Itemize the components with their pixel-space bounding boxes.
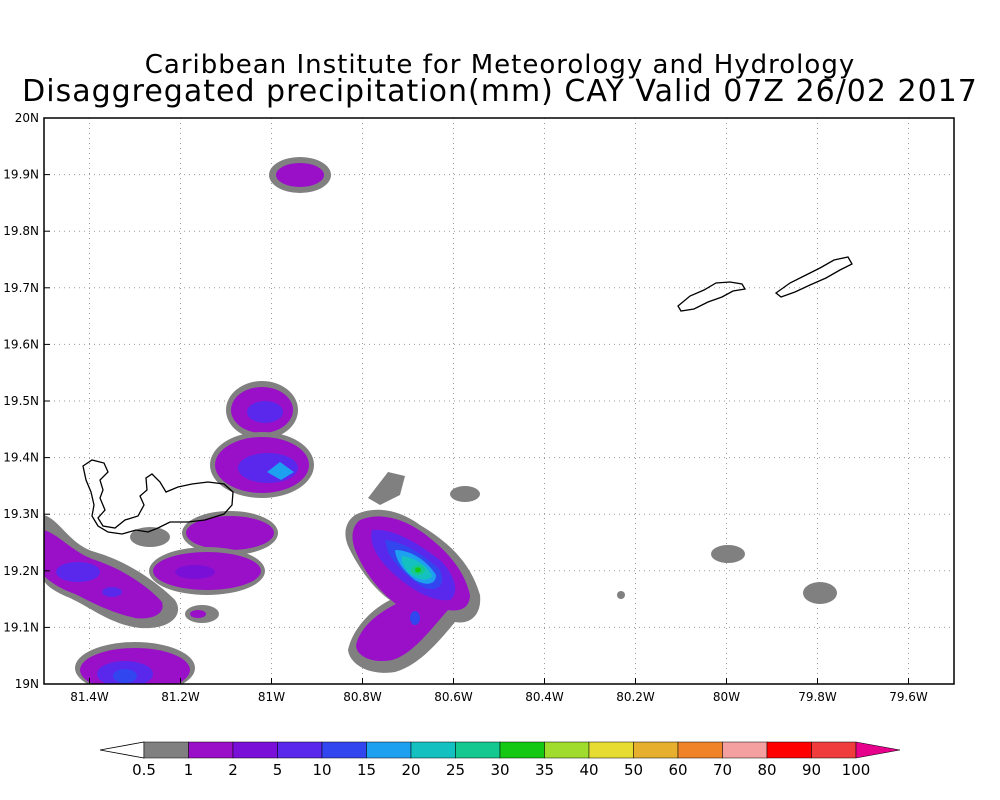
legend-label: 60 [668,761,687,779]
legend-label: 15 [357,761,376,779]
legend-swatch [722,741,768,759]
legend-swatch [677,741,723,759]
precipitation-field [44,157,837,684]
coastlines [82,256,853,535]
axis-ticks: 81.4W 81.2W 81W 80.8W 80.6W 80.4W 80.2W 80W 79.8… [3,111,928,704]
legend-swatch [588,741,634,759]
rain-cell-east-2 [711,545,745,563]
lat-tick-label: 19.5N [3,394,39,408]
legend-swatch [232,741,278,759]
legend-arrow-high [855,741,901,759]
rain-cell-east-4 [617,591,625,599]
legend-swatch [188,741,234,759]
rain-cell-small-grand-cayman [130,527,170,547]
legend-label: 10 [312,761,331,779]
legend-label: 1 [184,761,194,779]
legend-label: 80 [757,761,776,779]
legend-arrow-low [99,741,145,759]
rain-cell-19-4n [210,432,314,498]
legend-swatch [410,741,456,759]
lon-tick-label: 80.4W [525,690,564,704]
legend-label: 35 [535,761,554,779]
colorbar-legend: 0.5 1 2 5 10 15 20 25 30 35 40 50 60 70 80 90 100 [99,741,901,779]
island-little-cayman [677,281,747,312]
rain-cell-south [75,642,195,684]
lat-tick-label: 19.2N [3,564,39,578]
rain-cell-tiny [185,605,219,623]
island-grand-cayman [82,459,234,535]
legend-label: 20 [401,761,420,779]
legend-label: 30 [490,761,509,779]
legend-swatch [366,741,412,759]
lat-tick-label: 19N [15,677,39,691]
rain-cell-main [345,472,481,673]
rain-cell-east-1 [450,486,480,502]
legend-swatch [811,741,857,759]
legend-swatch [544,741,590,759]
map-title-institute: Caribbean Institute for Meteorology and … [144,50,856,80]
legend-label: 50 [624,761,643,779]
lat-tick-label: 19.1N [3,620,39,634]
lon-tick-label: 81.4W [70,690,109,704]
rain-cell-north [269,157,331,193]
legend-label: 70 [713,761,732,779]
lat-tick-label: 19.6N [3,337,39,351]
legend-label: 90 [802,761,821,779]
legend-swatch [633,741,679,759]
lon-tick-label: 81W [258,690,285,704]
map-title-product: Disaggregated precipitation(mm) CAY Vali… [22,74,978,109]
lat-tick-label: 19.9N [3,168,39,182]
legend-label: 40 [579,761,598,779]
legend-label: 5 [273,761,283,779]
lon-tick-label: 80W [713,690,740,704]
lon-tick-label: 80.6W [434,690,473,704]
lat-tick-label: 19.7N [3,281,39,295]
lat-tick-label: 19.4N [3,451,39,465]
legend-label: 25 [446,761,465,779]
lat-tick-label: 20N [15,111,39,125]
rain-cell-west-edge [44,515,179,629]
legend-swatch [277,741,323,759]
legend-swatch [143,741,189,759]
rain-cell-19-5n [226,381,298,439]
lon-tick-label: 79.8W [798,690,837,704]
legend-swatch [321,741,367,759]
rain-cell-east-3 [803,582,837,604]
graticule [44,118,954,684]
island-cayman-brac [774,256,853,298]
legend-swatch [455,741,501,759]
lon-tick-label: 80.2W [616,690,655,704]
legend-label: 2 [228,761,238,779]
lon-tick-label: 80.8W [343,690,382,704]
rain-cell-19-28n [182,511,278,555]
lat-tick-label: 19.8N [3,224,39,238]
legend-label: 0.5 [132,761,156,779]
legend-label: 100 [842,761,871,779]
legend-swatch [766,741,812,759]
lon-tick-label: 79.6W [889,690,928,704]
lon-tick-label: 81.2W [161,690,200,704]
lat-tick-label: 19.3N [3,507,39,521]
legend-swatch [499,741,545,759]
rain-cell-19-2n-east [149,547,265,595]
